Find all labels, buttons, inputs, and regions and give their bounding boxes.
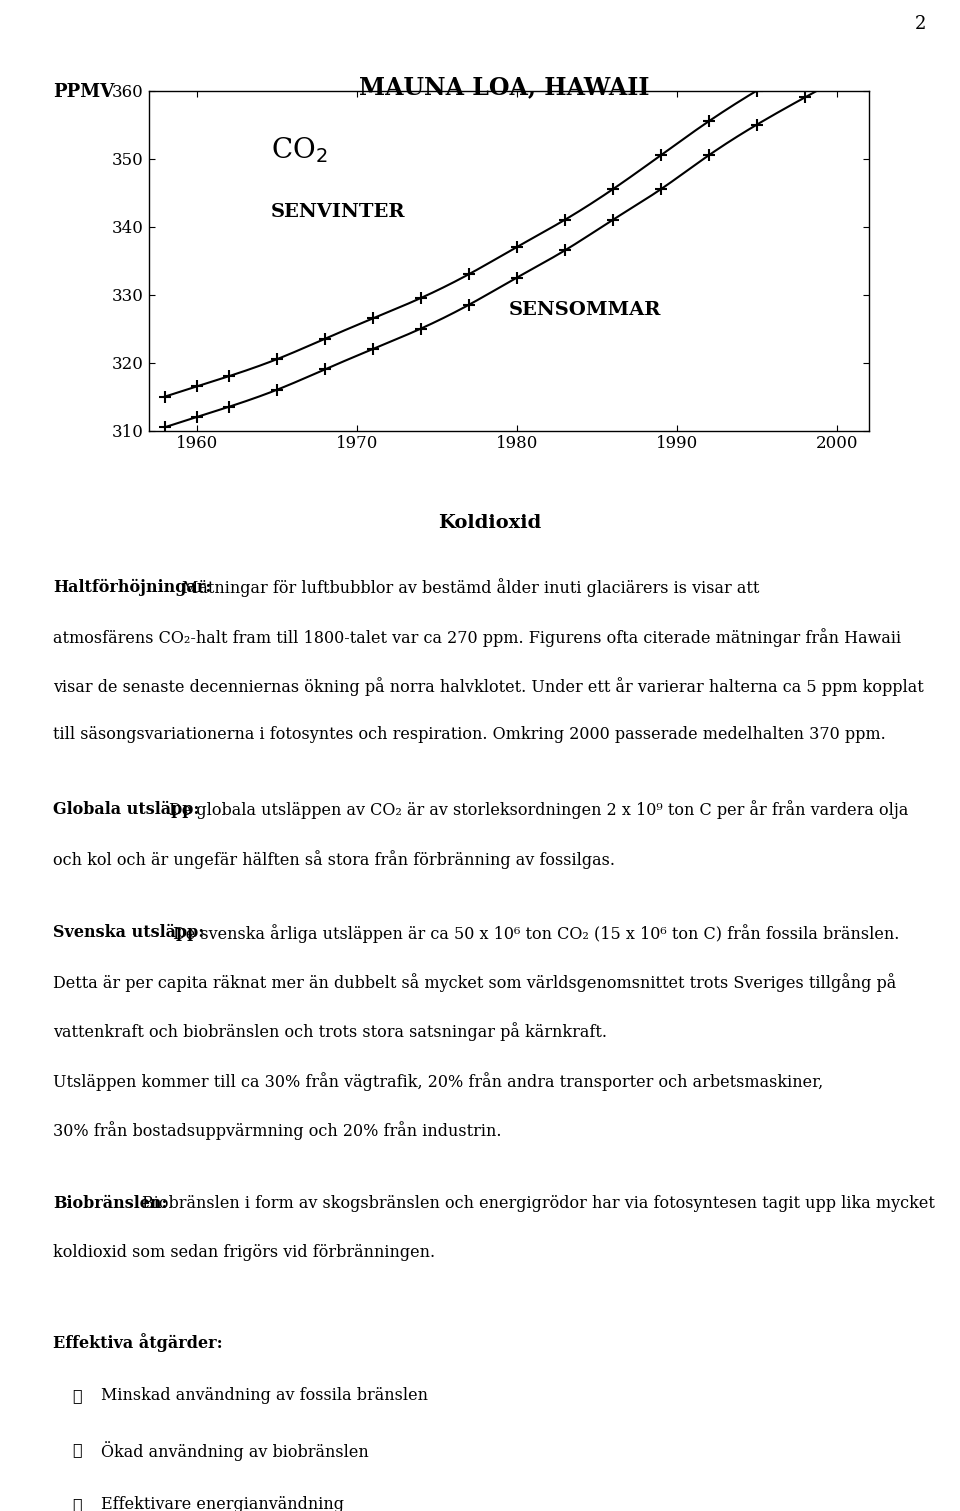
- Text: PPMV: PPMV: [53, 83, 114, 101]
- Text: De globala utsläppen av CO₂ är av storleksordningen 2 x 10⁹ ton C per år från va: De globala utsläppen av CO₂ är av storle…: [169, 801, 908, 819]
- Text: Svenska utsläpp:: Svenska utsläpp:: [53, 923, 204, 941]
- Text: Utsläppen kommer till ca 30% från vägtrafik, 20% från andra transporter och arbe: Utsläppen kommer till ca 30% från vägtra…: [53, 1071, 823, 1091]
- Text: Effektiva åtgärder:: Effektiva åtgärder:: [53, 1333, 223, 1352]
- Text: 30% från bostadsuppvärmning och 20% från industrin.: 30% från bostadsuppvärmning och 20% från…: [53, 1121, 501, 1139]
- Text: ✓: ✓: [72, 1496, 82, 1511]
- Text: Biobränslen:: Biobränslen:: [53, 1195, 167, 1212]
- Text: Haltförhöjningar:: Haltförhöjningar:: [53, 579, 211, 595]
- Text: Globala utsläpp:: Globala utsläpp:: [53, 801, 199, 817]
- Text: vattenkraft och biobränslen och trots stora satsningar på kärnkraft.: vattenkraft och biobränslen och trots st…: [53, 1023, 607, 1041]
- Text: visar de senaste decenniernas ökning på norra halvklotet. Under ett år varierar : visar de senaste decenniernas ökning på …: [53, 677, 924, 697]
- Text: och kol och är ungefär hälften så stora från förbränning av fossilgas.: och kol och är ungefär hälften så stora …: [53, 849, 614, 869]
- Text: Detta är per capita räknat mer än dubbelt så mycket som världsgenomsnittet trots: Detta är per capita räknat mer än dubbel…: [53, 973, 896, 991]
- Text: till säsongsvariationerna i fotosyntes och respiration. Omkring 2000 passerade m: till säsongsvariationerna i fotosyntes o…: [53, 727, 885, 743]
- Text: MAUNA LOA, HAWAII: MAUNA LOA, HAWAII: [359, 76, 649, 100]
- Text: SENSOMMAR: SENSOMMAR: [509, 302, 661, 319]
- Text: De svenska årliga utsläppen är ca 50 x 10⁶ ton CO₂ (15 x 10⁶ ton C) från fossila: De svenska årliga utsläppen är ca 50 x 1…: [174, 923, 900, 943]
- Text: Minskad användning av fossila bränslen: Minskad användning av fossila bränslen: [101, 1387, 428, 1404]
- Text: 2: 2: [915, 15, 926, 33]
- Text: Ökad användning av biobränslen: Ökad användning av biobränslen: [101, 1441, 369, 1461]
- Text: SENVINTER: SENVINTER: [272, 202, 406, 221]
- Text: ✓: ✓: [72, 1387, 82, 1404]
- Text: Koldioxid: Koldioxid: [438, 514, 541, 532]
- Text: CO$_2$: CO$_2$: [272, 134, 327, 165]
- Text: koldioxid som sedan frigörs vid förbränningen.: koldioxid som sedan frigörs vid förbränn…: [53, 1244, 435, 1262]
- Text: atmosfärens CO₂-halt fram till 1800-talet var ca 270 ppm. Figurens ofta citerade: atmosfärens CO₂-halt fram till 1800-tale…: [53, 627, 900, 647]
- Text: Effektivare energianvändning: Effektivare energianvändning: [101, 1496, 344, 1511]
- Text: Biobränslen i form av skogsbränslen och energigrödor har via fotosyntesen tagit : Biobränslen i form av skogsbränslen och …: [142, 1195, 935, 1212]
- Text: Mätningar för luftbubblor av bestämd ålder inuti glaciärers is visar att: Mätningar för luftbubblor av bestämd åld…: [182, 579, 759, 597]
- Text: ✓: ✓: [72, 1441, 82, 1458]
